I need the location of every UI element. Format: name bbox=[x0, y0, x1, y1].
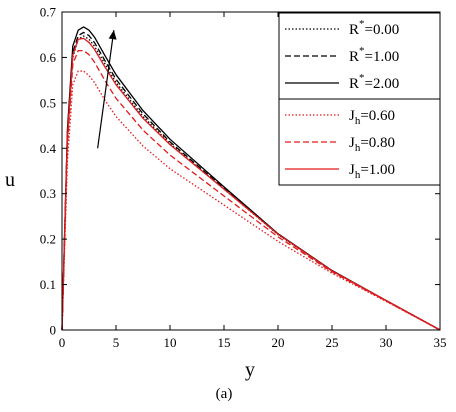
y-tick-label: 0.3 bbox=[40, 186, 56, 201]
trend-arrow-shaft bbox=[97, 30, 115, 149]
y-tick-label: 0.4 bbox=[40, 141, 57, 156]
y-tick-label: 0 bbox=[50, 323, 57, 338]
legend-label-2: R*=1.00 bbox=[349, 45, 399, 65]
y-tick-label: 0.2 bbox=[40, 232, 56, 247]
legend-label-3: R*=2.00 bbox=[349, 72, 399, 92]
x-tick-label: 35 bbox=[434, 335, 447, 350]
y-tick-label: 0.1 bbox=[40, 277, 56, 292]
x-tick-label: 0 bbox=[59, 335, 66, 350]
legend-label-6: Jh=1.00 bbox=[349, 162, 395, 181]
annotation-layer bbox=[97, 30, 117, 149]
y-tick-label: 0.6 bbox=[40, 50, 57, 65]
y-tick-label: 0.7 bbox=[40, 5, 57, 20]
x-tick-label: 10 bbox=[164, 335, 177, 350]
series-line-5 bbox=[61, 49, 441, 331]
x-tick-label: 20 bbox=[272, 335, 285, 350]
y-tick-label: 0.5 bbox=[40, 95, 56, 110]
series-layer bbox=[61, 26, 441, 331]
figure-caption: (a) bbox=[216, 386, 233, 402]
legend: R*=0.00 R*=1.00 R*=2.00 Jh=0.60 Jh=0.80 Jh=1.… bbox=[278, 12, 441, 186]
tick-layer: 0 5 10 15 20 25 30 35 0 0.1 0.2 0.3 0.4 0.5 0.6 0.7 bbox=[40, 5, 447, 351]
legend-label-5: Jh=0.80 bbox=[349, 135, 395, 154]
y-axis-label: u bbox=[5, 169, 15, 191]
legend-label-1: R*=0.00 bbox=[349, 18, 399, 38]
x-tick-label: 30 bbox=[380, 335, 393, 350]
x-tick-label: 25 bbox=[326, 335, 339, 350]
x-axis-label: y bbox=[245, 359, 255, 381]
series-line-4 bbox=[61, 70, 441, 331]
series-line-6 bbox=[61, 37, 441, 331]
legend-label-4: Jh=0.60 bbox=[349, 108, 395, 127]
trend-arrow-head bbox=[108, 30, 117, 40]
x-tick-label: 15 bbox=[218, 335, 231, 350]
x-tick-label: 5 bbox=[113, 335, 120, 350]
